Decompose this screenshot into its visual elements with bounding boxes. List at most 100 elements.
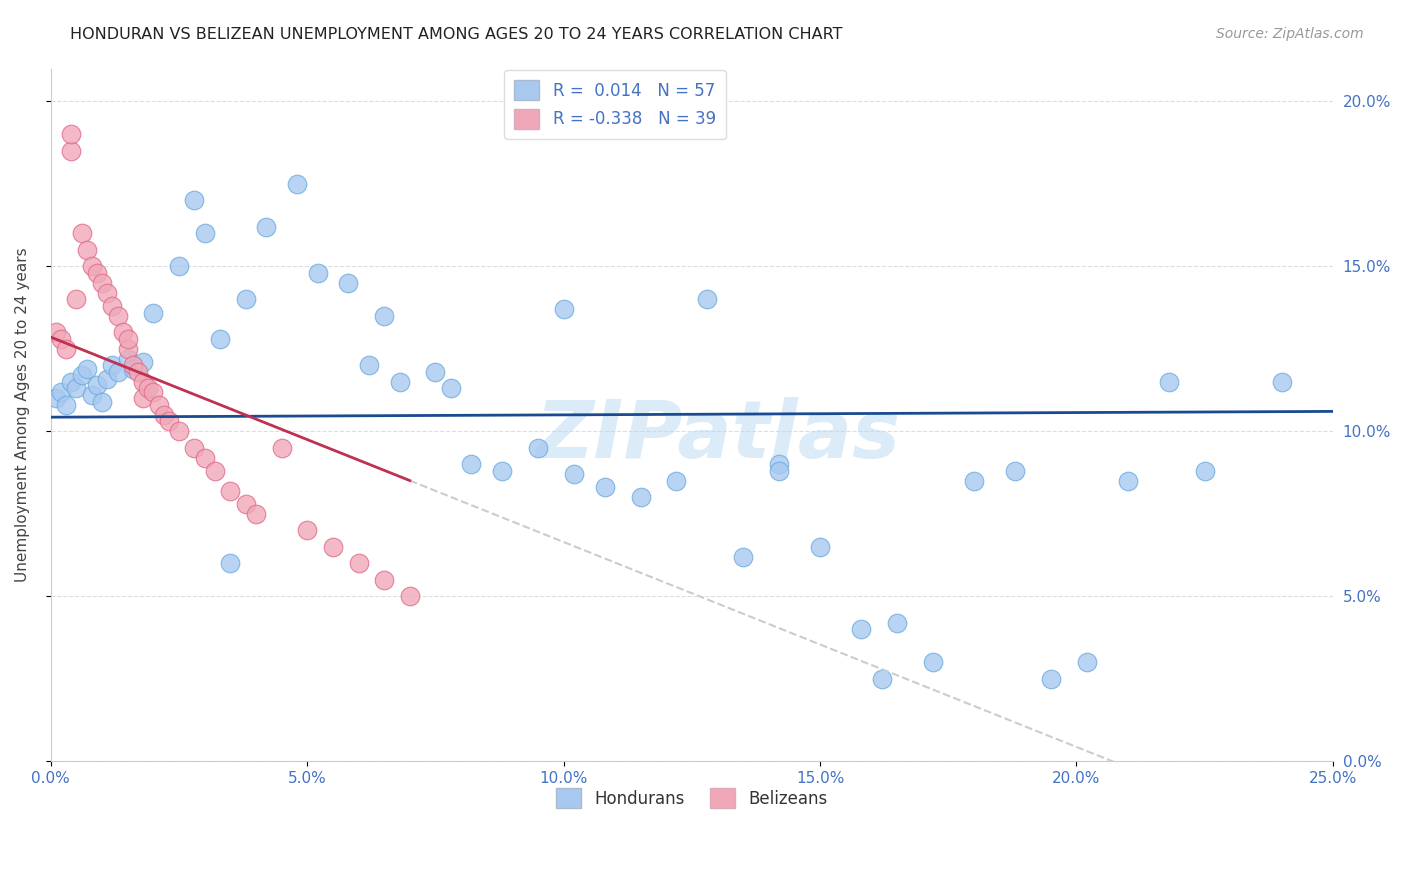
Point [96,285,118,300]
Point [254,219,277,234]
Point [157,414,180,428]
Point [152,408,174,422]
Point [65,293,87,307]
Point [630,490,652,504]
Point [80,388,103,402]
Point [122,361,145,376]
Point [768,464,790,478]
Point [373,573,395,587]
Point [849,622,872,636]
Point [373,309,395,323]
Point [101,359,124,373]
Text: Source: ZipAtlas.com: Source: ZipAtlas.com [1216,27,1364,41]
Point [270,441,292,455]
Point [357,359,380,373]
Point [70,227,93,241]
Point [870,672,893,686]
Point [49,332,72,346]
Point [297,523,319,537]
Y-axis label: Unemployment Among Ages 20 to 24 years: Unemployment Among Ages 20 to 24 years [15,247,30,582]
Text: HONDURAN VS BELIZEAN UNEMPLOYMENT AMONG AGES 20 TO 24 YEARS CORRELATION CHART: HONDURAN VS BELIZEAN UNEMPLOYMENT AMONG … [70,27,842,42]
Point [142,305,165,319]
Point [1039,672,1062,686]
Point [204,464,226,478]
Point [322,540,344,554]
Text: ZIPatlas: ZIPatlas [536,397,900,475]
Point [307,266,329,280]
Point [1004,464,1026,478]
Point [107,309,129,323]
Point [194,227,217,241]
Point [86,378,108,392]
Point [219,483,242,498]
Point [107,365,129,379]
Point [209,332,232,346]
Point [886,615,908,630]
Point [1194,464,1216,478]
Point [49,384,72,399]
Point [91,276,114,290]
Point [148,398,170,412]
Point [111,326,134,340]
Point [132,375,155,389]
Point [183,441,205,455]
Point [60,144,83,158]
Point [808,540,831,554]
Point [553,302,575,317]
Point [194,450,217,465]
Point [127,365,149,379]
Point [527,441,550,455]
Point [733,549,755,564]
Point [562,467,585,482]
Point [60,375,83,389]
Point [440,381,463,395]
Point [388,375,411,389]
Point [235,497,257,511]
Point [167,425,190,439]
Point [425,365,447,379]
Point [1157,375,1180,389]
Point [76,243,98,257]
Point [45,326,67,340]
Point [491,464,513,478]
Point [245,507,267,521]
Point [1271,375,1294,389]
Point [101,299,124,313]
Point [45,392,67,406]
Point [1076,655,1098,669]
Point [122,359,145,373]
Point [86,266,108,280]
Point [460,457,482,471]
Point [219,556,242,570]
Point [768,457,790,471]
Point [136,381,159,395]
Point [347,556,370,570]
Point [696,293,718,307]
Point [285,177,308,191]
Point [60,128,83,142]
Point [593,480,616,494]
Point [117,351,139,366]
Point [80,260,103,274]
Point [167,260,190,274]
Legend: Hondurans, Belizeans: Hondurans, Belizeans [550,781,834,815]
Point [96,371,118,385]
Point [132,392,155,406]
Point [398,589,420,603]
Point [1116,474,1139,488]
Point [55,342,77,356]
Point [142,384,165,399]
Point [70,368,93,383]
Point [117,342,139,356]
Point [337,276,360,290]
Point [76,361,98,376]
Point [132,355,155,369]
Point [91,394,114,409]
Point [183,194,205,208]
Point [665,474,688,488]
Point [922,655,945,669]
Point [55,398,77,412]
Point [65,381,87,395]
Point [235,293,257,307]
Point [963,474,986,488]
